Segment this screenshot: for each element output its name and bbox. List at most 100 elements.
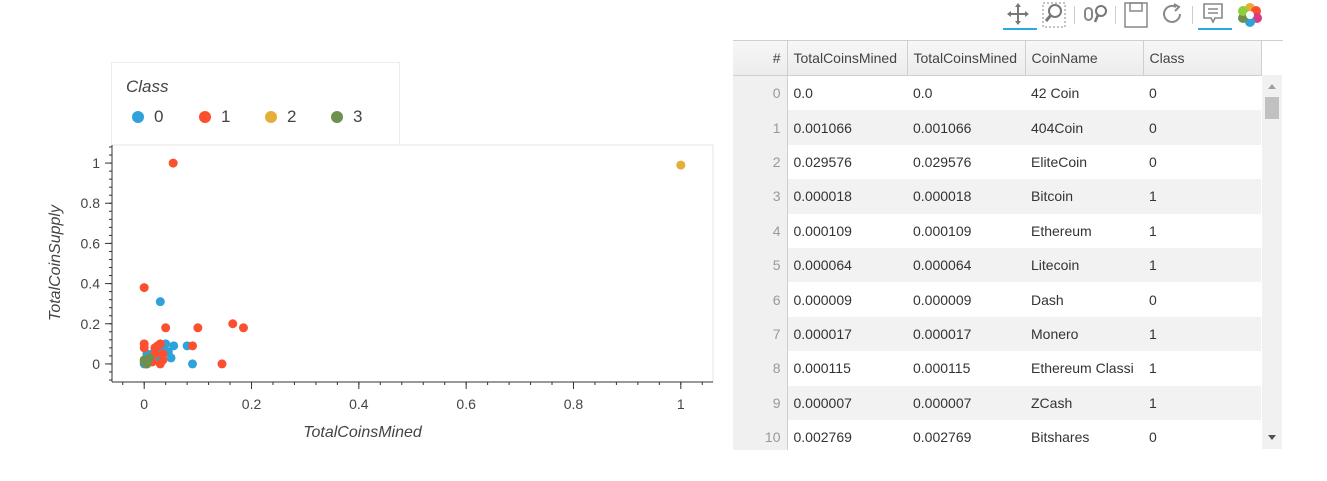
data-point-class-0[interactable] [166, 353, 176, 363]
legend-title: Class [126, 77, 169, 96]
table-row[interactable]: 9 0.000007 0.000007 ZCash 1 [733, 385, 1261, 420]
data-point-class-0[interactable] [187, 359, 197, 369]
cell-coinname: 404Coin [1025, 110, 1143, 145]
data-table[interactable]: # TotalCoinsMined TotalCoinsMined CoinNa… [733, 40, 1283, 450]
cell-class: 1 [1143, 213, 1261, 248]
column-header-class[interactable]: Class [1143, 41, 1262, 76]
legend-item-3[interactable]: 3 [331, 107, 362, 127]
cell-coinname: Ethereum Classi [1025, 351, 1143, 386]
y-axis-title: TotalCoinSupply [47, 204, 64, 321]
legend-item-0[interactable]: 0 [132, 107, 163, 127]
column-header-index[interactable]: # [733, 41, 788, 76]
bokeh-logo[interactable] [1234, 0, 1264, 30]
data-point-class-1[interactable] [193, 323, 203, 333]
cell-totalcoinsmined: 0.000018 [787, 179, 907, 214]
legend-label-2: 2 [287, 107, 297, 126]
cell-totalcoinsmined: 0.000064 [787, 247, 907, 283]
data-point-class-1[interactable] [158, 349, 168, 359]
table-scrollbar[interactable] [1262, 75, 1282, 449]
data-point-class-1[interactable] [238, 323, 248, 333]
table-row[interactable]: 0 0.0 0.0 42 Coin 0 [733, 75, 1261, 111]
cell-totalcoinsmined-2: 0.001066 [907, 110, 1025, 145]
data-point-class-1[interactable] [161, 323, 171, 333]
reset-icon [1163, 3, 1181, 23]
table-row[interactable]: 7 0.000017 0.000017 Monero 1 [733, 316, 1261, 352]
cell-class: 0 [1143, 282, 1261, 317]
table-row[interactable]: 3 0.000018 0.000018 Bitcoin 1 [733, 179, 1261, 214]
cell-class: 0 [1143, 419, 1261, 450]
reset-tool[interactable] [1157, 0, 1187, 30]
column-header-totalcoinsmined[interactable]: TotalCoinsMined [787, 41, 908, 76]
data-point-class-1[interactable] [217, 359, 227, 369]
row-index: 7 [733, 316, 788, 352]
wheel-zoom-icon [1084, 5, 1107, 23]
row-index: 5 [733, 247, 788, 283]
data-point-class-1[interactable] [150, 343, 160, 353]
cell-totalcoinsmined-2: 0.000007 [907, 385, 1025, 420]
row-index: 0 [733, 75, 788, 111]
table-row[interactable]: 1 0.001066 0.001066 404Coin 0 [733, 110, 1261, 145]
cell-totalcoinsmined: 0.000017 [787, 316, 907, 352]
row-index: 1 [733, 110, 788, 145]
table-header-row: # TotalCoinsMined TotalCoinsMined CoinNa… [733, 41, 1262, 76]
scatter-plot[interactable]: 0 0.2 0.4 0.6 0.8 1 0 0.2 0.4 0.6 0.8 1 TotalCoinsMi… [0, 0, 730, 481]
y-tick-label: 0 [92, 356, 100, 372]
wheel-zoom-tool[interactable] [1080, 0, 1110, 30]
scroll-thumb[interactable] [1265, 97, 1279, 119]
pan-icon [1007, 3, 1029, 25]
box-zoom-tool[interactable] [1039, 0, 1069, 30]
plot-canvas[interactable]: 0 0.2 0.4 0.6 0.8 1 0 0.2 0.4 0.6 0.8 1 TotalCoinsMi… [0, 0, 730, 481]
row-index: 3 [733, 179, 788, 214]
table-row[interactable]: 5 0.000064 0.000064 Litecoin 1 [733, 247, 1261, 283]
hover-tool[interactable] [1198, 0, 1232, 30]
table-row[interactable]: 2 0.029576 0.029576 EliteCoin 0 [733, 144, 1261, 180]
legend-marker-3 [331, 111, 343, 123]
table-row[interactable]: 4 0.000109 0.000109 Ethereum 1 [733, 213, 1261, 248]
y-tick-label: 0.2 [81, 316, 101, 332]
toolbar-separator [1115, 6, 1116, 24]
legend-marker-2 [265, 111, 277, 123]
cell-totalcoinsmined: 0.000109 [787, 213, 907, 248]
legend: Class 0 1 2 3 [111, 62, 400, 144]
cell-totalcoinsmined: 0.001066 [787, 110, 907, 145]
row-index: 2 [733, 144, 788, 180]
legend-item-2[interactable]: 2 [265, 107, 296, 127]
table-row[interactable]: 8 0.000115 0.000115 Ethereum Classi 1 [733, 351, 1261, 386]
legend-item-1[interactable]: 1 [199, 107, 230, 127]
table-row[interactable]: 10 0.002769 0.002769 Bitshares 0 [733, 419, 1261, 450]
cell-coinname: Monero [1025, 316, 1143, 352]
bokeh-logo-icon [1238, 3, 1262, 27]
cell-class: 1 [1143, 247, 1261, 283]
legend-label-0: 0 [154, 107, 164, 126]
data-point-class-1[interactable] [139, 343, 149, 353]
cell-coinname: Ethereum [1025, 213, 1143, 248]
data-point-class-1[interactable] [168, 158, 178, 168]
table-row[interactable]: 6 0.000009 0.000009 Dash 0 [733, 282, 1261, 317]
x-tick-label: 0 [140, 396, 148, 412]
data-point-class-1[interactable] [228, 319, 238, 329]
legend-label-3: 3 [353, 107, 363, 126]
cell-totalcoinsmined: 0.000007 [787, 385, 907, 420]
cell-coinname: ZCash [1025, 385, 1143, 420]
column-header-coinname[interactable]: CoinName [1025, 41, 1144, 76]
save-tool[interactable] [1121, 0, 1151, 30]
data-point-class-1[interactable] [187, 341, 197, 351]
scroll-up-arrow-icon[interactable] [1268, 84, 1276, 89]
cell-class: 1 [1143, 351, 1261, 386]
data-point-class-0[interactable] [169, 341, 179, 351]
column-header-totalcoinsmined-2[interactable]: TotalCoinsMined [907, 41, 1026, 76]
data-point-class-0[interactable] [155, 297, 165, 307]
cell-totalcoinsmined-2: 0.029576 [907, 144, 1025, 180]
x-tick-label: 0.8 [564, 396, 584, 412]
cell-totalcoinsmined-2: 0.000109 [907, 213, 1025, 248]
data-point-class-3[interactable] [145, 353, 155, 363]
data-point-class-2[interactable] [676, 160, 686, 170]
pan-tool[interactable] [1003, 0, 1037, 30]
row-index: 8 [733, 351, 788, 386]
cell-class: 1 [1143, 179, 1261, 214]
data-point-class-1[interactable] [139, 283, 149, 293]
cell-class: 0 [1143, 75, 1261, 111]
scroll-down-arrow-icon[interactable] [1268, 435, 1276, 440]
x-tick-label: 1 [677, 396, 685, 412]
cell-totalcoinsmined-2: 0.000018 [907, 179, 1025, 214]
